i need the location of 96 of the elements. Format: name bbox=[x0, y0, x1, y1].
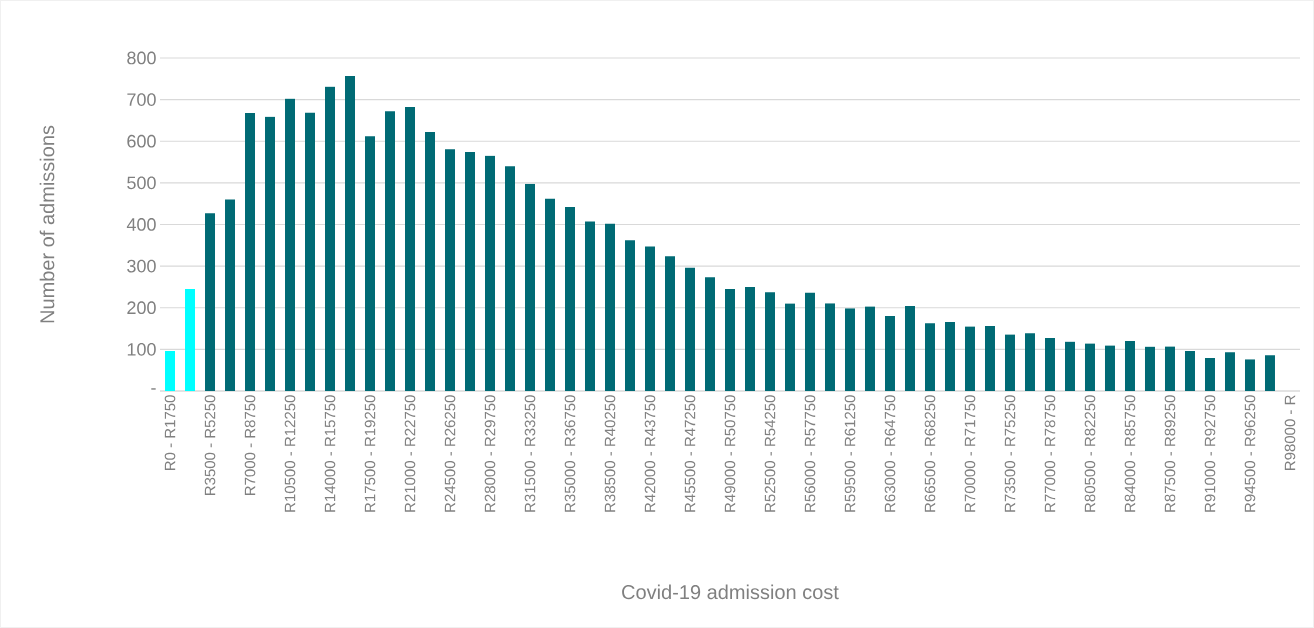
bar bbox=[1084, 343, 1095, 391]
bar bbox=[525, 183, 535, 391]
bar bbox=[1264, 355, 1275, 391]
x-tick-label: R38500 - R40250 bbox=[604, 395, 616, 512]
bar bbox=[225, 199, 236, 391]
bar bbox=[385, 111, 395, 391]
bar bbox=[245, 112, 256, 391]
x-tick-label: R3500 - R5250 bbox=[204, 395, 216, 496]
x-tick-label: R0 - R1750 bbox=[164, 395, 176, 470]
x-tick-label: R21000 - R22750 bbox=[404, 395, 416, 512]
bar bbox=[1224, 352, 1235, 391]
bar bbox=[185, 289, 196, 391]
bar bbox=[405, 107, 415, 391]
bar bbox=[325, 86, 336, 391]
bar bbox=[825, 303, 835, 391]
x-tick-label: R59500 - R61250 bbox=[844, 395, 856, 512]
x-tick-label: R77000 - R78750 bbox=[1044, 395, 1056, 512]
bar bbox=[1164, 346, 1175, 391]
x-tick-label: R63000 - R64750 bbox=[884, 395, 896, 512]
bar bbox=[465, 152, 476, 391]
y-tick-label: 200 bbox=[127, 301, 156, 315]
x-tick-label: R14000 - R15750 bbox=[324, 395, 336, 512]
x-tick-label: R80500 - R82250 bbox=[1084, 395, 1096, 512]
x-tick-label: R70000 - R71750 bbox=[964, 395, 976, 512]
x-tick-label: R49000 - R50750 bbox=[724, 395, 736, 512]
x-tick-label: R17500 - R19250 bbox=[364, 395, 376, 512]
bar bbox=[205, 213, 216, 391]
bar bbox=[1024, 333, 1035, 391]
x-tick-label: R24500 - R26250 bbox=[444, 395, 456, 512]
bar bbox=[984, 326, 995, 391]
bar bbox=[1124, 341, 1135, 391]
bar bbox=[765, 292, 775, 391]
y-tick-label: 700 bbox=[127, 93, 156, 106]
bar bbox=[345, 75, 356, 391]
x-tick-label: R87500 - R89250 bbox=[1164, 395, 1176, 512]
bar bbox=[884, 316, 895, 391]
bar bbox=[864, 306, 875, 391]
bar bbox=[685, 267, 695, 391]
bar bbox=[1184, 351, 1195, 391]
bar bbox=[785, 303, 795, 391]
x-tick-label: R66500 - R68250 bbox=[924, 395, 936, 512]
x-tick-label: R73500 - R75250 bbox=[1004, 395, 1016, 512]
bar bbox=[705, 277, 715, 391]
bar bbox=[485, 155, 496, 391]
bar bbox=[1104, 345, 1115, 391]
y-tick-label: 400 bbox=[126, 218, 156, 231]
x-tick-label: R52500 - R54250 bbox=[764, 395, 776, 512]
y-tick-label: - bbox=[151, 388, 156, 390]
bar bbox=[285, 98, 296, 391]
x-tick-label: R35000 - R36750 bbox=[564, 395, 576, 512]
x-tick-label: R98000 - R bbox=[1284, 395, 1296, 470]
x-tick-label: R7000 - R8750 bbox=[244, 395, 256, 496]
bar bbox=[805, 292, 815, 391]
bar bbox=[505, 166, 515, 391]
y-tick-label: 300 bbox=[127, 259, 156, 273]
bar bbox=[585, 221, 595, 391]
x-tick-label: R91000 - R92750 bbox=[1204, 395, 1216, 512]
x-axis-title: Covid-19 admission cost bbox=[622, 584, 839, 600]
x-tick-label: R31500 - R33250 bbox=[524, 395, 536, 512]
y-tick-label: 500 bbox=[127, 176, 156, 190]
x-tick-label: R45500 - R47250 bbox=[684, 395, 696, 512]
bar bbox=[904, 306, 915, 391]
bar bbox=[565, 207, 575, 391]
x-tick-label: R10500 - R12250 bbox=[284, 395, 296, 512]
y-axis-title: Number of admissions bbox=[39, 125, 55, 323]
x-tick-label: R28000 - R29750 bbox=[484, 395, 496, 512]
bar bbox=[265, 116, 276, 391]
y-tick-label: 100 bbox=[127, 342, 156, 356]
bar bbox=[665, 256, 675, 391]
bar bbox=[445, 149, 455, 391]
x-tick-label: R94500 - R96250 bbox=[1244, 395, 1256, 512]
bar bbox=[165, 351, 176, 391]
bar bbox=[845, 308, 855, 391]
x-tick-label: R42000 - R43750 bbox=[644, 395, 656, 512]
x-tick-label: R84000 - R85750 bbox=[1124, 395, 1136, 512]
bar bbox=[545, 198, 555, 391]
bar bbox=[1064, 341, 1075, 391]
bar bbox=[944, 321, 955, 391]
bar bbox=[1144, 346, 1155, 391]
bar bbox=[1004, 334, 1015, 391]
bar bbox=[924, 323, 935, 391]
bar bbox=[605, 223, 615, 391]
bar bbox=[745, 286, 755, 391]
y-tick-label: 800 bbox=[127, 51, 156, 65]
bar bbox=[425, 132, 435, 391]
bar bbox=[1044, 338, 1055, 391]
bar bbox=[365, 136, 375, 391]
bar bbox=[645, 246, 655, 391]
x-tick-label: R56000 - R57750 bbox=[804, 395, 816, 512]
bar bbox=[964, 326, 975, 391]
bar bbox=[1244, 359, 1255, 391]
bar bbox=[625, 240, 635, 391]
bar bbox=[725, 289, 735, 391]
y-tick-label: 600 bbox=[127, 134, 156, 148]
bar bbox=[305, 112, 316, 391]
bar bbox=[1204, 358, 1215, 391]
